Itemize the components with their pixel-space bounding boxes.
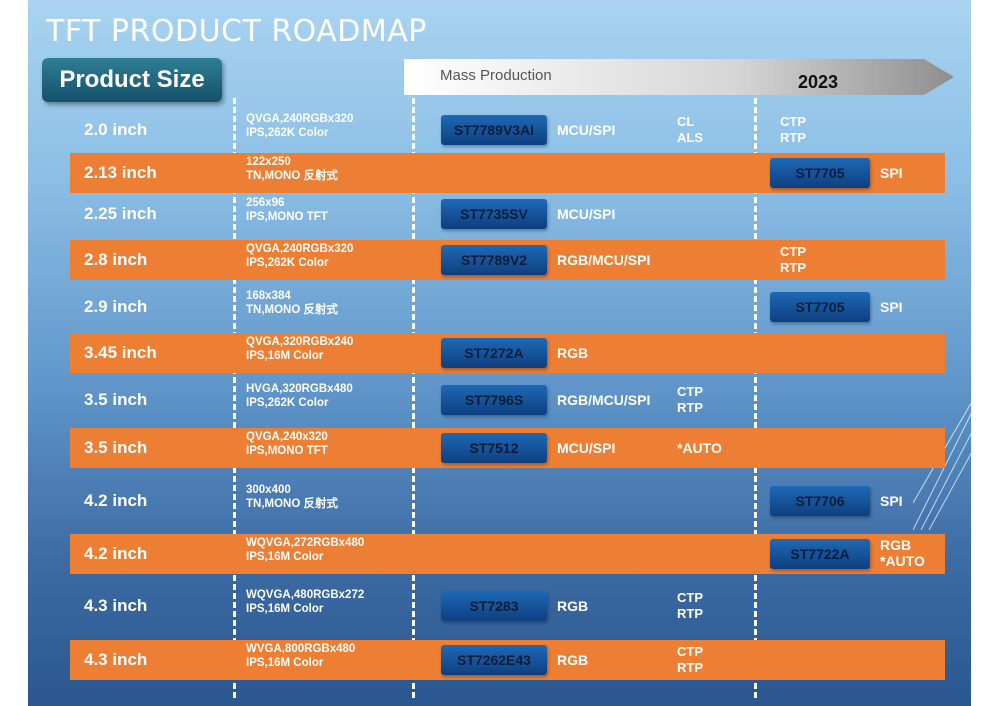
interface-label: RGB/MCU/SPI	[557, 252, 651, 268]
chip-badge: ST7283	[441, 591, 547, 621]
table-row: 3.45 inch QVGA,320RGBx240 IPS,16M Color ST…	[70, 333, 945, 373]
chip-badge: ST7262E43	[441, 645, 547, 675]
spec-label: WVGA,800RGBx480 IPS,16M Color	[246, 643, 356, 669]
size-label: 3.45 inch	[84, 343, 157, 362]
mass-production-label: Mass Production	[440, 67, 552, 84]
table-row: 4.3 inch WQVGA,480RGBx272 IPS,16M Color ST…	[70, 586, 945, 626]
page-title: TFT PRODUCT ROADMAP	[46, 14, 427, 49]
table-row: 3.5 inch QVGA,240x320 IPS,MONO TFT ST7512 M…	[70, 428, 945, 468]
chip-badge: ST7705	[770, 292, 870, 322]
size-label: 4.2 inch	[84, 544, 148, 563]
spec-label: QVGA,240x320 IPS,MONO TFT	[246, 431, 328, 457]
feature-label: CTP RTP	[780, 114, 806, 145]
chip-badge: ST7735SV	[441, 199, 547, 229]
table-row: 2.13 inch 122x250 TN,MONO 反射式 ST7705 SPI	[70, 153, 945, 193]
interface-label: MCU/SPI	[557, 440, 616, 456]
spec-label: 256x96 IPS,MONO TFT	[246, 197, 328, 223]
size-label: 2.8 inch	[84, 250, 148, 269]
feature-label: CL ALS	[677, 114, 703, 145]
size-label: 2.13 inch	[84, 163, 157, 182]
interface-label: SPI	[880, 299, 903, 315]
interface-label: SPI	[880, 493, 903, 509]
interface-label: MCU/SPI	[557, 122, 616, 138]
spec-label: 168x384 TN,MONO 反射式	[246, 290, 338, 316]
table-row: 2.8 inch QVGA,240RGBx320 IPS,262K Color ST…	[70, 240, 945, 280]
chip-badge: ST7272A	[441, 338, 547, 368]
spec-label: HVGA,320RGBx480 IPS,262K Color	[246, 383, 353, 409]
divider-line	[412, 98, 415, 698]
table-row: 2.9 inch 168x384 TN,MONO 反射式 ST7705 SPI	[70, 287, 945, 327]
interface-label: RGB	[557, 345, 589, 361]
divider-line	[754, 98, 757, 698]
spec-label: 122x250 TN,MONO 反射式	[246, 156, 338, 182]
spec-label: QVGA,240RGBx320 IPS,262K Color	[246, 243, 354, 269]
size-label: 3.5 inch	[84, 390, 148, 409]
interface-label: MCU/SPI	[557, 206, 616, 222]
timeline-arrow	[404, 59, 954, 95]
table-row: 3.5 inch HVGA,320RGBx480 IPS,262K Color ST…	[70, 380, 945, 420]
spec-label: WQVGA,480RGBx272 IPS,16M Color	[246, 589, 365, 615]
chip-badge: ST7789V3AI	[441, 115, 547, 145]
table-row: 2.0 inch QVGA,240RGBx320 IPS,262K Color ST…	[70, 110, 945, 150]
feature-label: CTP RTP	[780, 244, 806, 275]
feature-label: CTP RTP	[677, 590, 703, 621]
spec-label: 300x400 TN,MONO 反射式	[246, 484, 338, 510]
size-label: 3.5 inch	[84, 438, 148, 457]
interface-label: SPI	[880, 165, 903, 181]
interface-label: RGB *AUTO	[880, 537, 925, 569]
table-row: 4.2 inch 300x400 TN,MONO 反射式 ST7706 SPI	[70, 481, 945, 521]
size-label: 2.25 inch	[84, 204, 157, 223]
table-row: 4.3 inch WVGA,800RGBx480 IPS,16M Color ST7…	[70, 640, 945, 680]
size-label: 4.3 inch	[84, 650, 148, 669]
table-row: 4.2 inch WQVGA,272RGBx480 IPS,16M Color ST…	[70, 534, 945, 574]
chip-badge: ST7789V2	[441, 245, 547, 275]
interface-label: RGB/MCU/SPI	[557, 392, 651, 408]
interface-label: RGB	[557, 652, 589, 668]
spec-label: QVGA,240RGBx320 IPS,262K Color	[246, 113, 354, 139]
size-label: 4.3 inch	[84, 596, 148, 615]
chip-badge: ST7512	[441, 433, 547, 463]
size-label: 4.2 inch	[84, 491, 148, 510]
year-2023-label: 2023	[798, 72, 839, 92]
chip-badge: ST7722A	[770, 539, 870, 569]
feature-label: CTP RTP	[677, 644, 703, 675]
spec-label: WQVGA,272RGBx480 IPS,16M Color	[246, 537, 365, 563]
divider-line	[233, 98, 236, 698]
chip-badge: ST7706	[770, 486, 870, 516]
feature-label: CTP RTP	[677, 384, 703, 415]
interface-label: RGB	[557, 598, 589, 614]
size-label: 2.9 inch	[84, 297, 148, 316]
chip-badge: ST7705	[770, 158, 870, 188]
feature-label: *AUTO	[677, 440, 722, 456]
product-size-header: Product Size	[42, 58, 222, 102]
size-label: 2.0 inch	[84, 120, 148, 139]
roadmap-slide: TFT PRODUCT ROADMAP Product Size Mass Pr…	[28, 0, 971, 706]
spec-label: QVGA,320RGBx240 IPS,16M Color	[246, 336, 354, 362]
chip-badge: ST7796S	[441, 385, 547, 415]
table-row: 2.25 inch 256x96 IPS,MONO TFT ST7735SV MCU/…	[70, 194, 945, 234]
